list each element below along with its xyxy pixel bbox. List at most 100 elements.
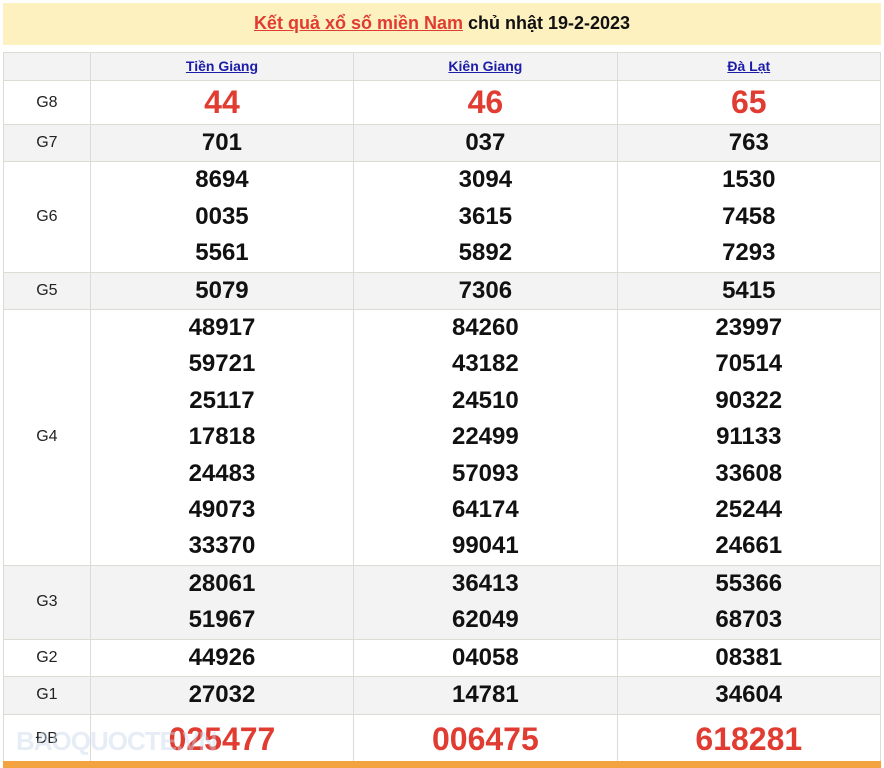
prize-label: G3 bbox=[3, 564, 91, 640]
prize-row: G8 44 46 65 bbox=[3, 80, 882, 125]
prize-cell: 025477 bbox=[89, 713, 355, 765]
prize-number: 5892 bbox=[458, 239, 513, 267]
prize-number: 1530 bbox=[722, 166, 776, 194]
prize-cell: 701 bbox=[89, 123, 355, 163]
prize-label: G5 bbox=[3, 271, 91, 311]
prize-number: 49073 bbox=[188, 496, 256, 524]
province-link[interactable]: Tiền Giang bbox=[185, 57, 258, 74]
prize-cell: 23997 70514 90322 91133 33608 25244 24661 bbox=[616, 309, 882, 566]
prize-number: 27032 bbox=[188, 681, 256, 709]
prize-number: 17818 bbox=[188, 423, 256, 451]
prize-row: G7 701 037 763 bbox=[3, 123, 882, 163]
prize-cell: 04058 bbox=[353, 638, 618, 678]
prize-cell: 34604 bbox=[616, 676, 882, 715]
prize-number: 8694 bbox=[195, 166, 249, 194]
prize-number: 68703 bbox=[715, 606, 783, 634]
header-row: Tiền Giang Kiên Giang Đà Lạt bbox=[3, 52, 882, 81]
prize-number: 59721 bbox=[188, 350, 256, 378]
prize-number: 46 bbox=[467, 84, 504, 120]
prize-number: 99041 bbox=[451, 532, 519, 560]
prize-number: 34604 bbox=[715, 681, 783, 709]
title-link[interactable]: Kết quả xổ số miền Nam bbox=[253, 13, 463, 33]
prize-cell: 55366 68703 bbox=[616, 564, 882, 640]
prize-cell: 48917 59721 25117 17818 24483 49073 33370 bbox=[89, 309, 355, 566]
prize-row: G5 5079 7306 5415 bbox=[3, 271, 882, 311]
prize-number: 25117 bbox=[189, 386, 255, 414]
prize-number: 3094 bbox=[458, 166, 513, 194]
prize-number: 24661 bbox=[715, 532, 783, 560]
province-link[interactable]: Kiên Giang bbox=[448, 57, 523, 74]
prize-row: G1 27032 14781 34604 bbox=[3, 676, 882, 715]
prize-number: 65 bbox=[730, 84, 767, 120]
prize-cell: 46 bbox=[353, 80, 618, 125]
prize-row: G3 28061 51967 36413 62049 55366 68703 bbox=[3, 564, 882, 640]
footer-bar bbox=[3, 761, 881, 768]
prize-number: 618281 bbox=[695, 720, 803, 757]
prize-cell: 27032 bbox=[89, 676, 355, 715]
prize-number: 43182 bbox=[451, 350, 519, 378]
prize-number: 25244 bbox=[715, 496, 783, 524]
prize-number: 08381 bbox=[715, 643, 783, 671]
prize-cell: 84260 43182 24510 22499 57093 64174 99041 bbox=[353, 309, 618, 566]
prize-number: 7306 bbox=[458, 276, 513, 304]
prize-number: 57093 bbox=[451, 459, 519, 487]
prize-number: 44926 bbox=[188, 643, 256, 671]
prize-number: 28061 bbox=[188, 569, 256, 597]
prize-number: 14781 bbox=[451, 681, 519, 709]
prize-number: 5561 bbox=[195, 239, 249, 267]
prize-cell: 7306 bbox=[353, 271, 618, 311]
prize-number: 701 bbox=[201, 129, 242, 156]
prize-label: G7 bbox=[3, 123, 91, 163]
prize-cell: 65 bbox=[616, 80, 882, 125]
prize-number: 7293 bbox=[722, 239, 776, 267]
prize-number: 7458 bbox=[722, 202, 776, 230]
prize-label: G4 bbox=[3, 309, 91, 566]
prize-cell: 3094 3615 5892 bbox=[353, 161, 618, 273]
prize-row: G6 8694 0035 5561 3094 3615 5892 1530 7458 7293 bbox=[3, 161, 882, 273]
prize-label: G2 bbox=[3, 638, 91, 678]
prize-cell: 5079 bbox=[89, 271, 355, 311]
prize-number: 90322 bbox=[715, 386, 783, 414]
province-link[interactable]: Đà Lạt bbox=[727, 57, 771, 74]
prize-number: 44 bbox=[204, 84, 240, 120]
prize-number: 0035 bbox=[195, 202, 249, 230]
prize-cell: 28061 51967 bbox=[89, 564, 355, 640]
prize-cell: 8694 0035 5561 bbox=[89, 161, 355, 273]
prize-cell: 618281 bbox=[616, 713, 882, 765]
prize-number: 64174 bbox=[451, 496, 519, 524]
prize-label: G1 bbox=[3, 676, 91, 715]
prize-number: 55366 bbox=[715, 569, 783, 597]
prize-cell: 14781 bbox=[353, 676, 618, 715]
prize-number: 36413 bbox=[451, 569, 519, 597]
prize-number: 763 bbox=[728, 129, 769, 156]
prize-number: 70514 bbox=[715, 350, 783, 378]
prize-label: G6 bbox=[3, 161, 91, 273]
prize-row: ĐB 025477 006475 618281 bbox=[3, 713, 882, 765]
prize-cell: 44926 bbox=[89, 638, 355, 678]
prize-cell: 006475 bbox=[353, 713, 618, 765]
prize-number: 24483 bbox=[188, 459, 256, 487]
prize-number: 5079 bbox=[195, 276, 249, 304]
prize-label: G8 bbox=[3, 80, 91, 125]
prize-label: ĐB bbox=[3, 713, 91, 765]
prize-number: 51967 bbox=[188, 606, 256, 634]
prize-row: G4 48917 59721 25117 17818 24483 49073 33370 842… bbox=[3, 309, 882, 566]
prize-cell: 44 bbox=[89, 80, 355, 125]
prize-cell: 36413 62049 bbox=[353, 564, 618, 640]
prize-number: 62049 bbox=[451, 606, 519, 634]
prize-cell: 1530 7458 7293 bbox=[616, 161, 882, 273]
prize-number: 22499 bbox=[451, 423, 519, 451]
prize-number: 3615 bbox=[458, 202, 513, 230]
prize-number: 5415 bbox=[722, 276, 776, 304]
prize-number: 04058 bbox=[451, 643, 519, 671]
prize-cell: 5415 bbox=[616, 271, 882, 311]
prize-cell: 037 bbox=[353, 123, 618, 163]
prize-number: 025477 bbox=[168, 720, 276, 757]
prize-number: 33608 bbox=[715, 459, 783, 487]
title-date: chủ nhật 19-2-2023 bbox=[463, 13, 631, 33]
prize-number: 006475 bbox=[431, 720, 539, 757]
prize-row: G2 44926 04058 08381 bbox=[3, 638, 882, 678]
results-title: Kết quả xổ số miền Nam chủ nhật 19-2-202… bbox=[3, 3, 881, 45]
prize-number: 91133 bbox=[716, 423, 782, 451]
prize-number: 23997 bbox=[715, 314, 783, 342]
